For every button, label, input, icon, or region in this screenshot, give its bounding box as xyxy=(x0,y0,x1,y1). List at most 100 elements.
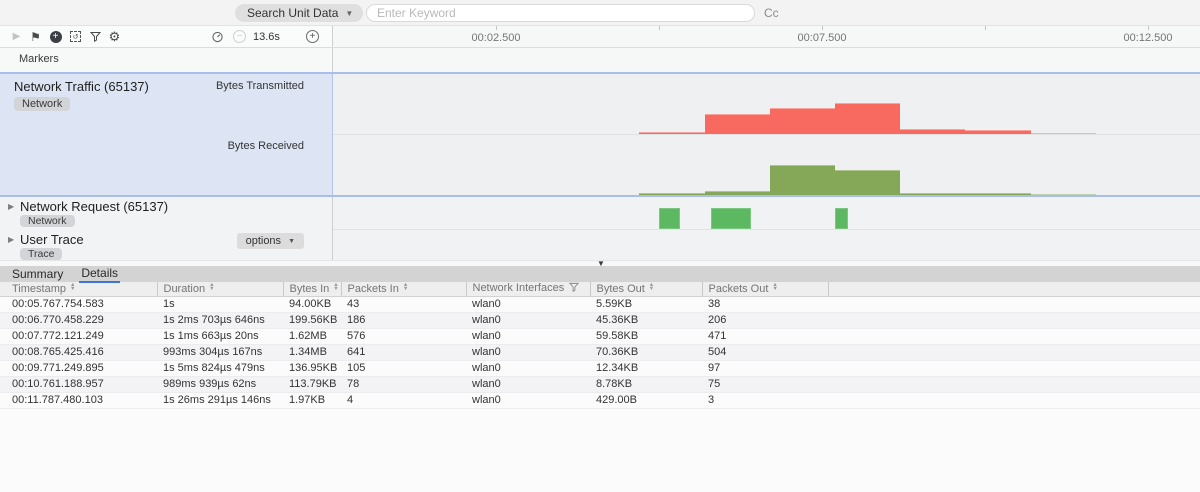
filter-icon[interactable] xyxy=(569,283,580,295)
table-row[interactable]: 00:06.770.458.229 1s 2ms 703µs 646ns 199.5… xyxy=(0,312,1200,329)
table-cell-empty xyxy=(828,328,1200,345)
network-request-block[interactable] xyxy=(659,208,680,229)
table-row[interactable]: 00:10.761.188.957 989ms 939µs 62ns 113.79K… xyxy=(0,376,1200,393)
network-request-panel[interactable]: ▶ Network Request (65137) Network xyxy=(0,197,333,230)
column-header-duration[interactable]: Duration ▲ ▼ xyxy=(157,282,284,297)
table-cell: 1s 1ms 663µs 20ns xyxy=(157,328,283,345)
table-cell: wlan0 xyxy=(466,296,590,313)
table-cell: 78 xyxy=(341,376,466,393)
panel-splitter[interactable]: ▼ xyxy=(0,259,1200,268)
table-cell: 1.62MB xyxy=(283,328,341,345)
track-network-request[interactable]: ▶ Network Request (65137) Network xyxy=(0,197,1200,230)
column-header-timestamp[interactable]: Timestamp ▲ ▼ xyxy=(0,282,158,297)
table-row[interactable]: 00:05.767.754.583 1s 94.00KB 43 wlan0 5.59KB 3… xyxy=(0,296,1200,313)
network-traffic-chart[interactable] xyxy=(333,74,1200,195)
table-cell: wlan0 xyxy=(466,328,590,345)
bytes-received-bar xyxy=(1030,194,1096,195)
ruler-tick xyxy=(496,26,497,30)
sort-icon[interactable]: ▲ ▼ xyxy=(648,282,655,292)
column-header-network-interfaces[interactable]: Network Interfaces xyxy=(466,282,591,297)
sort-icon[interactable]: ▲ ▼ xyxy=(70,282,76,292)
bytes-transmitted-bar xyxy=(639,132,705,134)
table-cell: 1s xyxy=(157,296,283,313)
sort-icon[interactable]: ▲ ▼ xyxy=(402,282,409,292)
table-row[interactable]: 00:08.765.425.416 993ms 304µs 167ns 1.34MB… xyxy=(0,344,1200,361)
trace-badge: Trace xyxy=(20,248,63,260)
column-header-bytes-in[interactable]: Bytes In ▲ ▼ xyxy=(283,282,342,297)
zoom-in-button[interactable]: + xyxy=(305,29,320,44)
network-request-lane[interactable] xyxy=(333,197,1200,230)
filter-icon[interactable] xyxy=(88,29,103,44)
table-cell: 00:06.770.458.229 xyxy=(0,312,157,329)
column-header-empty xyxy=(828,282,1200,297)
table-cell: 12.34KB xyxy=(590,360,702,377)
markers-panel: Markers xyxy=(0,48,333,72)
sort-icon[interactable]: ▲ ▼ xyxy=(209,282,215,292)
bytes-transmitted-bar xyxy=(1030,133,1096,134)
column-header-packets-out[interactable]: Packets Out ▲ ▼ xyxy=(702,282,829,297)
track-user-trace[interactable]: ▶ User Trace Trace options ▼ xyxy=(0,230,1200,260)
network-traffic-panel[interactable]: Network Traffic (65137) Network Bytes Tr… xyxy=(0,74,333,195)
table-cell: 504 xyxy=(702,344,828,361)
toolbar: ▶ ⚑ + ↺ ⚙ − 13.6s + xyxy=(0,26,333,47)
expand-arrow-icon[interactable]: ▶ xyxy=(8,235,15,244)
table-cell: 136.95KB xyxy=(283,360,341,377)
markers-row: Markers xyxy=(0,48,1200,72)
table-row[interactable]: 00:09.771.249.895 1s 5ms 824µs 479ns 136.9… xyxy=(0,360,1200,377)
table-cell: 75 xyxy=(702,376,828,393)
tab-details[interactable]: Details xyxy=(79,266,121,283)
region-select-icon[interactable]: ↺ xyxy=(68,29,83,44)
table-row[interactable]: 00:07.772.121.249 1s 1ms 663µs 20ns 1.62MB… xyxy=(0,328,1200,345)
zoom-out-button[interactable]: − xyxy=(232,29,247,44)
sort-icon[interactable]: ▲ ▼ xyxy=(333,282,339,292)
bytes-received-chart xyxy=(333,135,1200,195)
table-cell: 4 xyxy=(341,392,466,409)
table-cell: wlan0 xyxy=(466,392,590,409)
flag-marker-icon[interactable]: ⚑ xyxy=(30,29,41,44)
table-cell: 641 xyxy=(341,344,466,361)
bytes-transmitted-label: Bytes Transmitted xyxy=(215,80,304,92)
table-cell: 00:11.787.480.103 xyxy=(0,392,157,409)
tab-summary[interactable]: Summary xyxy=(12,266,64,281)
keyword-placeholder: Enter Keyword xyxy=(377,6,456,20)
ruler-tick-label: 00:02.500 xyxy=(471,32,521,44)
user-trace-lane[interactable] xyxy=(333,230,1200,260)
table-row[interactable]: 00:11.787.480.103 1s 26ms 291µs 146ns 1.97… xyxy=(0,392,1200,409)
timeline-ruler[interactable]: 00:02.500 00:07.500 00:12.500 xyxy=(333,26,1200,47)
bytes-received-bar xyxy=(900,193,966,195)
table-cell: 8.78KB xyxy=(590,376,702,393)
table-cell: wlan0 xyxy=(466,360,590,377)
track-network-traffic[interactable]: Network Traffic (65137) Network Bytes Tr… xyxy=(0,72,1200,197)
network-request-block[interactable] xyxy=(711,208,751,229)
record-icon[interactable]: + xyxy=(48,29,63,44)
collapse-handle-icon[interactable]: ▼ xyxy=(597,259,605,268)
table-cell: 576 xyxy=(341,328,466,345)
chart-divider-line xyxy=(333,134,1200,135)
bytes-received-bar xyxy=(965,193,1031,195)
match-case-toggle[interactable]: Cc xyxy=(764,6,779,20)
markers-lane[interactable] xyxy=(333,48,1200,72)
expand-arrow-icon[interactable]: ▶ xyxy=(8,202,15,211)
user-trace-panel[interactable]: ▶ User Trace Trace options ▼ xyxy=(0,230,333,260)
column-header-packets-in[interactable]: Packets In ▲ ▼ xyxy=(341,282,467,297)
table-cell: wlan0 xyxy=(466,376,590,393)
bytes-received-bar xyxy=(835,170,901,195)
search-unit-dropdown-label: Search Unit Data xyxy=(247,6,339,20)
table-cell: 97 xyxy=(702,360,828,377)
table-cell: 105 xyxy=(341,360,466,377)
column-header-bytes-out[interactable]: Bytes Out ▲ ▼ xyxy=(590,282,703,297)
play-icon[interactable]: ▶ xyxy=(12,31,21,42)
network-request-block[interactable] xyxy=(835,208,849,229)
search-unit-dropdown[interactable]: Search Unit Data ▼ xyxy=(235,4,364,22)
keyword-input[interactable]: Enter Keyword xyxy=(366,4,755,22)
chevron-down-icon: ▼ xyxy=(345,8,354,18)
sort-icon[interactable]: ▲ ▼ xyxy=(772,282,778,292)
options-dropdown[interactable]: options ▼ xyxy=(236,233,304,249)
table-cell: 206 xyxy=(702,312,828,329)
column-label: Network Interfaces xyxy=(472,282,565,295)
network-badge: Network xyxy=(20,215,75,227)
table-cell: 1s 26ms 291µs 146ns xyxy=(157,392,283,409)
settings-gear-icon[interactable]: ⚙ xyxy=(108,28,121,44)
table-cell-empty xyxy=(828,344,1200,361)
markers-label: Markers xyxy=(19,53,59,65)
